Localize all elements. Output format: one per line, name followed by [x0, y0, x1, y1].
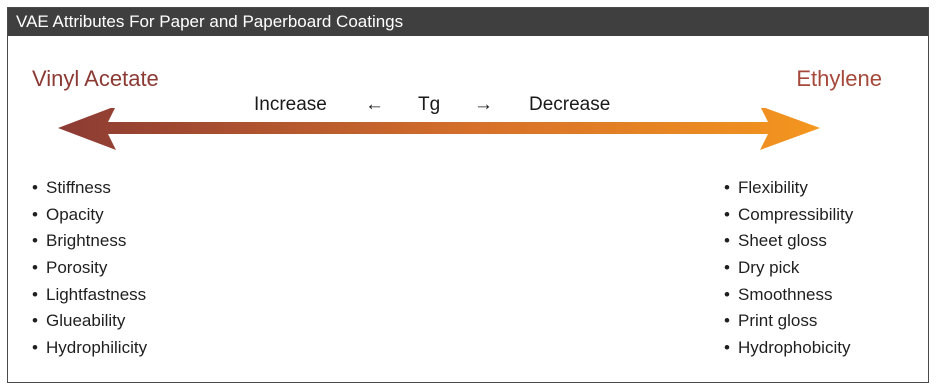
- bullet-icon: •: [724, 231, 730, 251]
- list-item: • Brightness: [32, 228, 147, 255]
- diagram-title: VAE Attributes For Paper and Paperboard …: [8, 8, 928, 36]
- decrease-label: Decrease: [529, 94, 611, 115]
- list-item: • Opacity: [32, 202, 147, 229]
- bullet-icon: •: [32, 204, 38, 224]
- bullet-icon: •: [32, 258, 38, 278]
- list-item: • Dry pick: [724, 255, 853, 282]
- vinyl-acetate-label: Vinyl Acetate: [32, 66, 159, 91]
- list-item: • Flexibility: [724, 175, 853, 202]
- bullet-icon: •: [32, 338, 38, 358]
- list-item: • Smoothness: [724, 282, 853, 309]
- gradient-double-arrow: [58, 108, 820, 150]
- list-item: • Sheet gloss: [724, 228, 853, 255]
- list-item: • Hydrophobicity: [724, 335, 853, 362]
- bullet-icon: •: [724, 178, 730, 197]
- left-arrow-glyph: ←: [365, 94, 384, 115]
- list-item: • Hydrophilicity: [32, 335, 147, 362]
- list-item: • Compressibility: [724, 202, 853, 229]
- bullet-icon: •: [724, 258, 730, 278]
- bullet-icon: •: [32, 231, 38, 251]
- list-item: • Stiffness: [32, 175, 147, 202]
- tg-label: Tg: [418, 94, 441, 115]
- bullet-icon: •: [32, 284, 38, 304]
- list-item: • Porosity: [32, 255, 147, 282]
- bullet-icon: •: [724, 338, 730, 358]
- ethylene-attributes: • Flexibility • Compressibility • Sheet glo…: [724, 175, 853, 362]
- ethylene-label: Ethylene: [796, 66, 882, 91]
- bullet-icon: •: [32, 178, 38, 197]
- list-item: • Glueability: [32, 308, 147, 335]
- list-item: • Lightfastness: [32, 282, 147, 309]
- list-item: • Print gloss: [724, 308, 853, 335]
- vinyl-acetate-attributes: • Stiffness • Opacity • Brightness • Porosit…: [32, 175, 147, 362]
- right-arrow-glyph: →: [474, 94, 493, 115]
- bullet-icon: •: [724, 311, 730, 331]
- bullet-icon: •: [32, 311, 38, 331]
- bullet-icon: •: [724, 284, 730, 304]
- bullet-icon: •: [724, 204, 730, 224]
- increase-label: Increase: [254, 94, 327, 115]
- diagram-frame: VAE Attributes For Paper and Paperboard …: [7, 7, 929, 383]
